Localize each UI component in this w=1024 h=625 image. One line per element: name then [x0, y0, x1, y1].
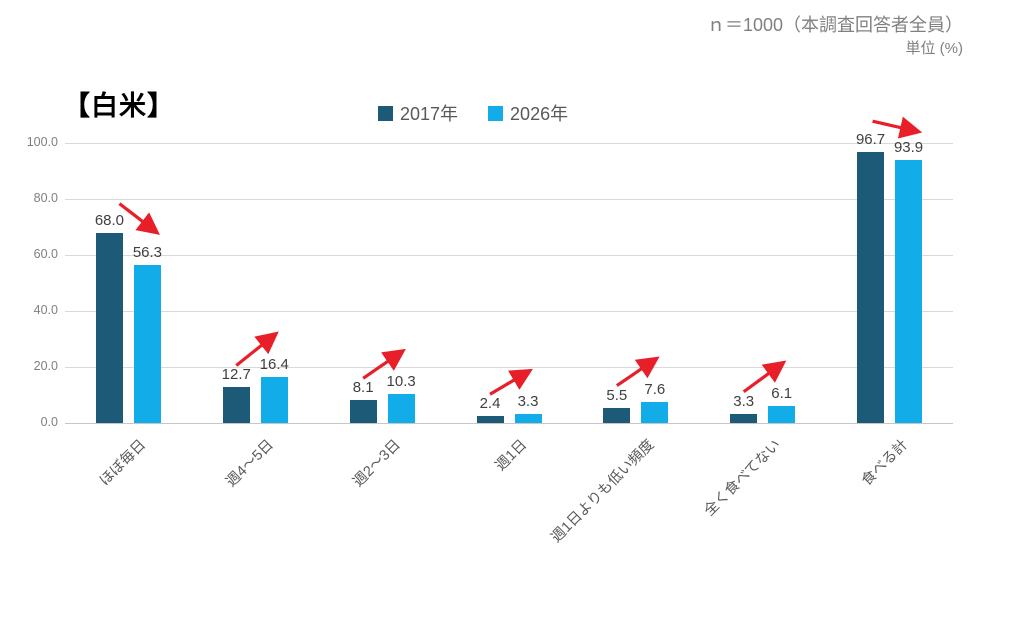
legend-label-2017: 2017年: [400, 104, 459, 124]
y-axis-tick-label: 60.0: [33, 247, 58, 261]
bar-2017年-週2～3日: [349, 400, 377, 423]
y-axis-tick-label: 80.0: [33, 191, 58, 205]
bar-2026年-週2～3日: [387, 394, 415, 423]
value-label-2026年-週1日よりも低い頻度: 7.6: [644, 380, 666, 398]
value-label-2026年-週1日: 3.3: [517, 392, 539, 410]
legend-label-2026: 2026年: [510, 104, 569, 124]
bar-2017年-ほぼ毎日: [95, 232, 123, 423]
value-label-2017年-全く食べてない: 3.3: [733, 392, 755, 410]
x-axis-category-label: ほぼ毎日: [97, 436, 150, 490]
value-label-2017年-週1日よりも低い頻度: 5.5: [606, 386, 628, 404]
value-label-2017年-週4～5日: 12.7: [221, 366, 251, 384]
bar-2026年-全く食べてない: [768, 405, 796, 423]
value-label-2017年-週1日: 2.4: [479, 395, 501, 413]
value-label-2017年-ほぼ毎日: 68.0: [94, 211, 125, 229]
legend-item-2026: 2026年: [488, 100, 568, 126]
x-axis-category-label: 全く食べてない: [701, 436, 784, 520]
bar-2017年-食べる計: [857, 152, 885, 423]
y-axis-tick-label: 40.0: [33, 303, 58, 317]
chart-note: ｎ＝1000（本調査回答者全員） 単位 (%): [707, 12, 963, 60]
bar-2017年-週1日: [476, 416, 504, 423]
value-label-2026年-食べる計: 93.9: [893, 139, 924, 157]
value-label-2026年-週4～5日: 16.4: [259, 356, 289, 374]
bar-2026年-週4～5日: [260, 377, 288, 423]
gridline-40: [65, 311, 953, 312]
bar-2017年-週1日よりも低い頻度: [603, 407, 631, 423]
value-label-2026年-週2～3日: 10.3: [386, 373, 416, 391]
plot-area: 68.0 56.3 ほぼ毎日 12.7 16.4 週4～5日 8.1 10.3 週2～3日 2.4…: [65, 131, 953, 546]
bar-2017年-週4～5日: [222, 387, 250, 423]
gridline-20: [65, 367, 953, 368]
bar-2026年-食べる計: [895, 160, 923, 423]
chart-legend: 2017年 2026年: [378, 100, 568, 126]
gridline-0: [65, 423, 953, 424]
gridline-60: [65, 255, 953, 256]
y-axis-tick-label: 100.0: [26, 135, 58, 149]
sample-size-note: ｎ＝1000（本調査回答者全員）: [706, 15, 963, 35]
bar-2026年-週1日よりも低い頻度: [641, 401, 669, 423]
gridline-80: [65, 199, 953, 200]
chart-title: 【白米】: [63, 91, 175, 121]
legend-swatch-2026: [488, 105, 504, 121]
x-axis-category-label: 週2～3日: [349, 436, 404, 491]
x-axis-category-label: 食べる計: [858, 436, 911, 490]
x-axis-category-label: 週1日よりも低い頻度: [547, 436, 657, 546]
gridline-100: [65, 143, 953, 144]
value-label-2017年-食べる計: 96.7: [855, 131, 886, 149]
value-label-2026年-ほぼ毎日: 56.3: [132, 244, 163, 262]
bar-2026年-ほぼ毎日: [133, 265, 161, 423]
legend-item-2017: 2017年: [378, 100, 458, 126]
x-axis-category-label: 週4～5日: [222, 436, 277, 491]
value-label-2017年-週2～3日: 8.1: [352, 379, 374, 397]
bar-2017年-全く食べてない: [730, 413, 758, 423]
trend-arrow-flat-icon: [872, 116, 923, 139]
x-axis-category-label: 週1日: [492, 436, 531, 475]
unit-note: 単位 (%): [905, 40, 964, 58]
legend-swatch-2017: [378, 105, 393, 121]
y-axis-tick-label: 0.0: [40, 415, 58, 429]
value-label-2026年-全く食べてない: 6.1: [771, 384, 793, 402]
y-axis-tick-label: 20.0: [33, 359, 58, 373]
bar-2026年-週1日: [514, 413, 542, 423]
